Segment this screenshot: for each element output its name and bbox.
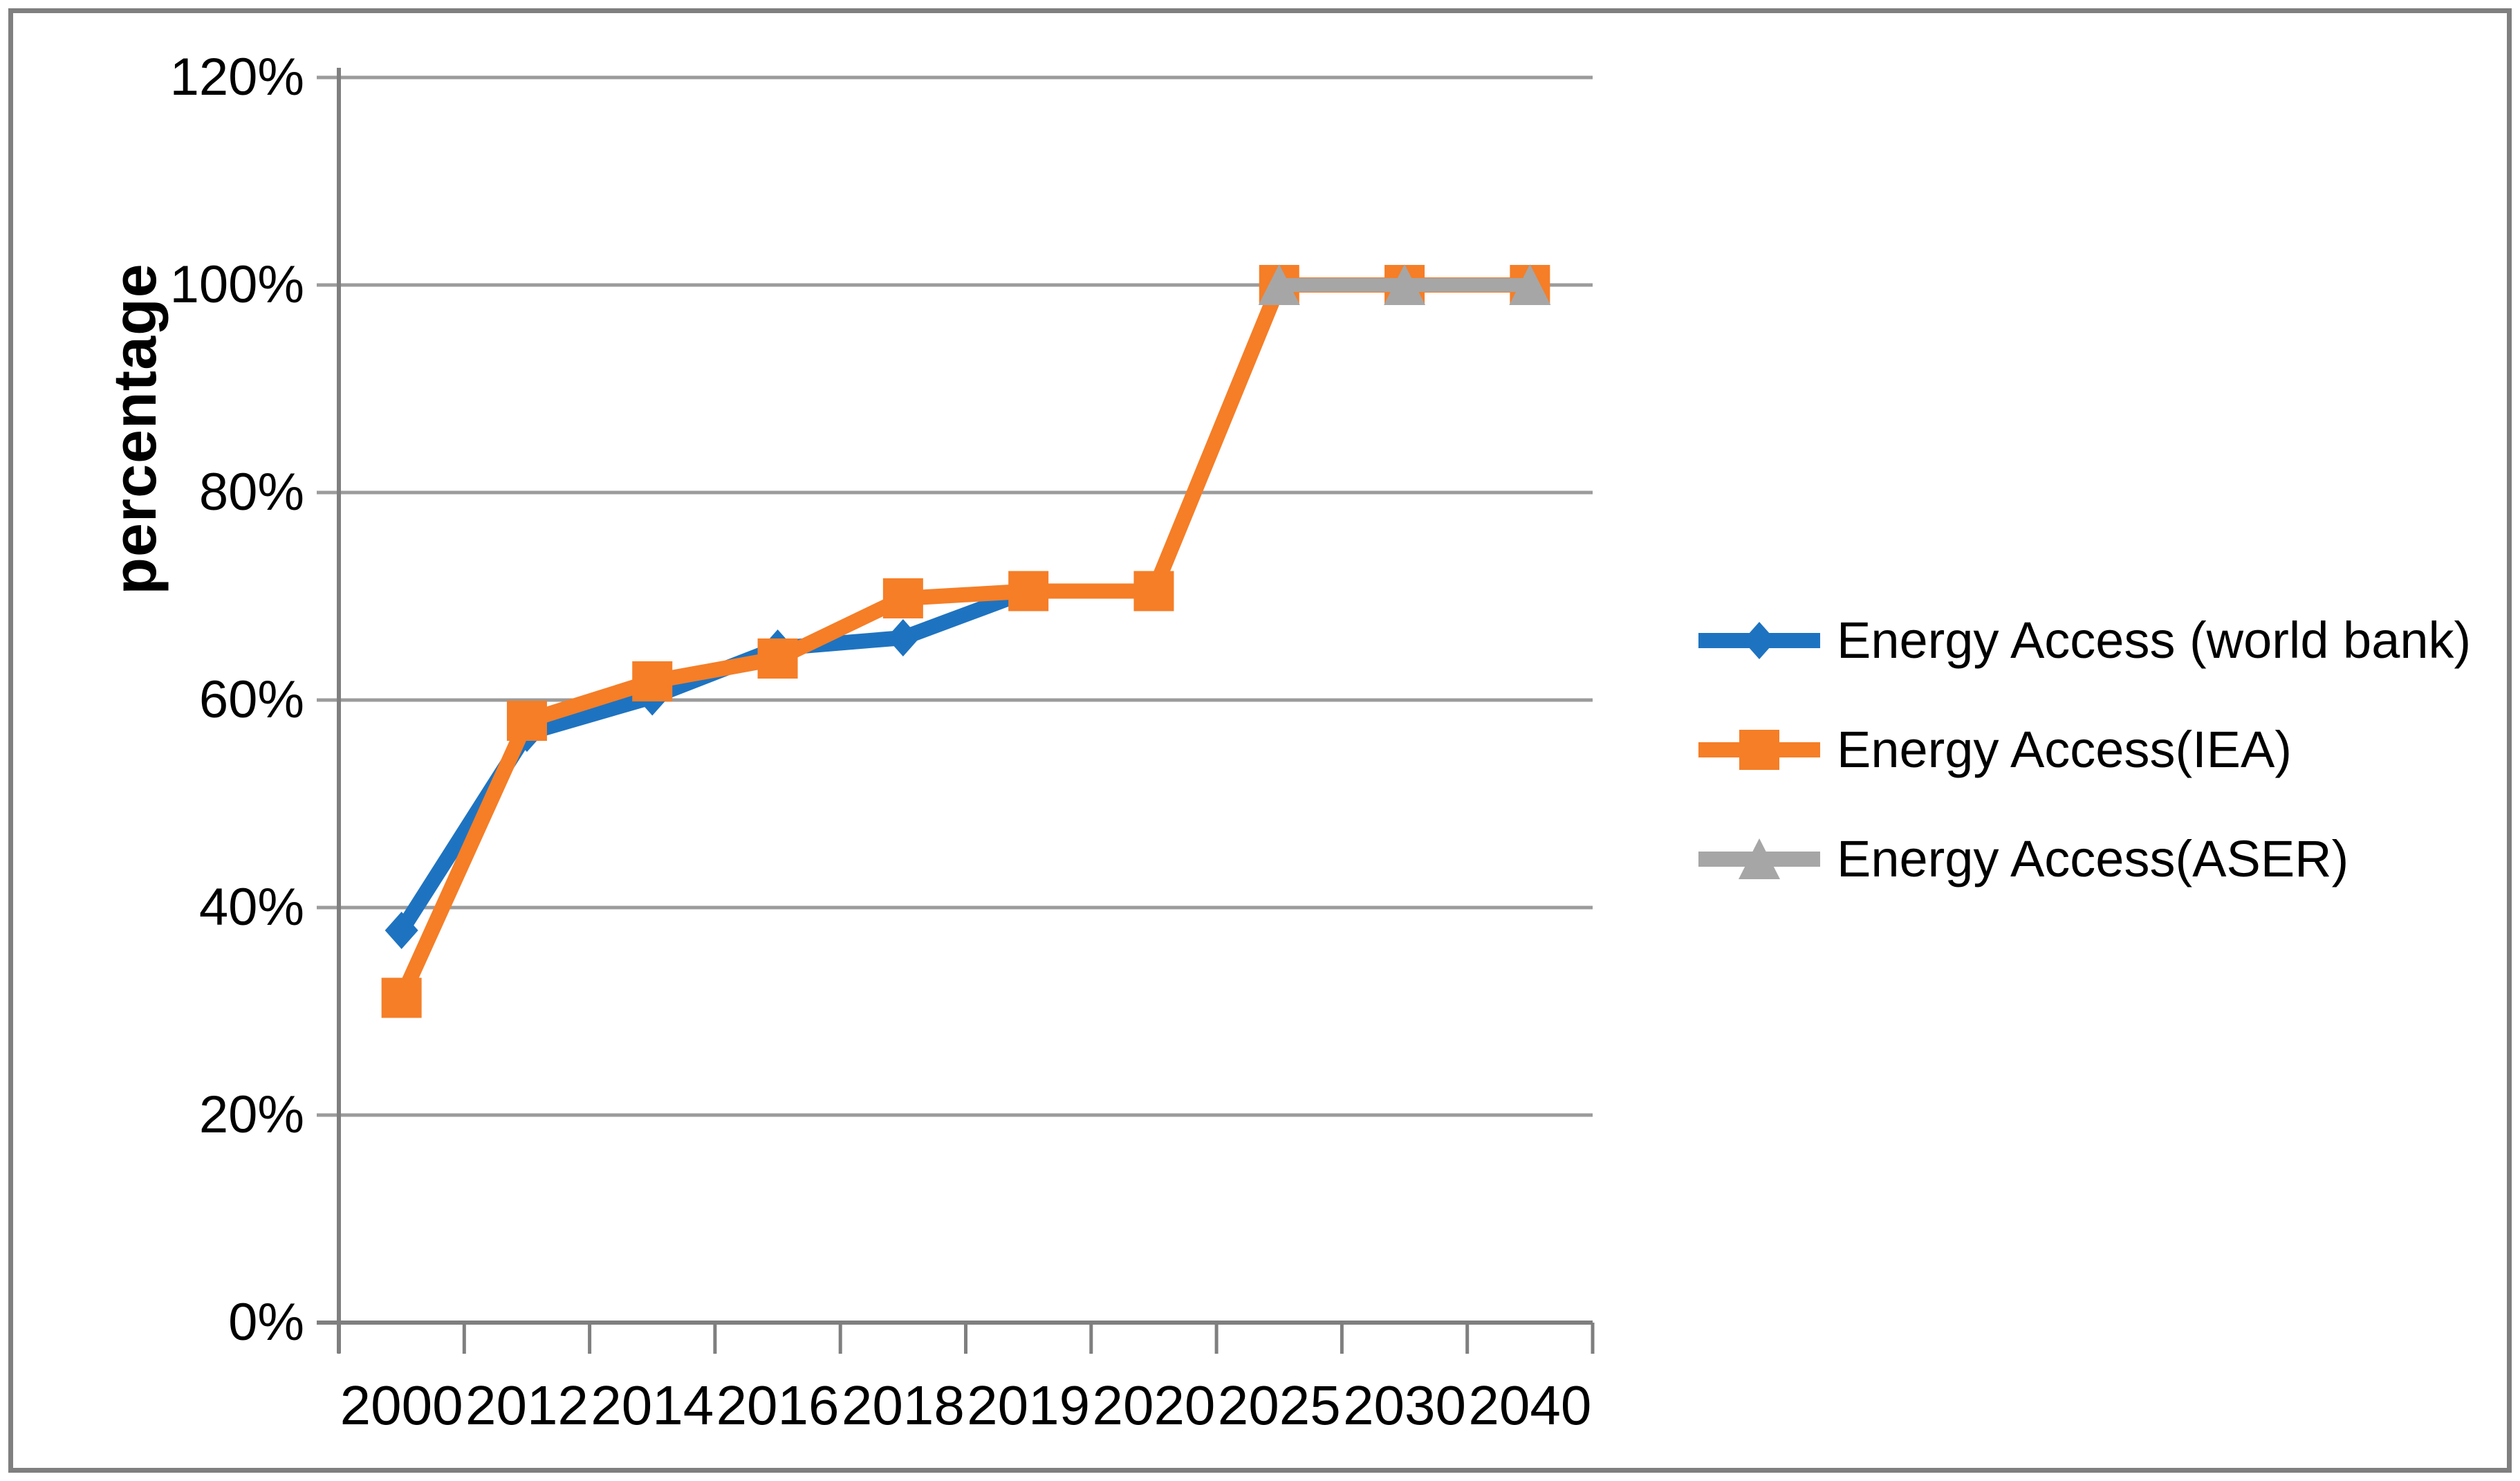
y-tick-label: 60% xyxy=(198,670,304,729)
series-line-1 xyxy=(393,277,1538,1006)
legend-item: Energy Access (world bank) xyxy=(1696,603,2471,678)
axes xyxy=(337,68,1595,1354)
series-marker-0 xyxy=(886,619,920,656)
series-marker-1 xyxy=(506,701,547,741)
series-marker-1 xyxy=(381,977,422,1018)
x-tick-label: 2000 xyxy=(340,1374,463,1436)
x-tick-label: 2014 xyxy=(591,1374,714,1436)
data-series xyxy=(381,264,1551,1018)
gridlines xyxy=(317,75,1593,1325)
legend-item: Energy Access(ASER) xyxy=(1696,822,2471,896)
legend-marker xyxy=(1739,838,1780,879)
x-tick-label: 2030 xyxy=(1343,1374,1467,1436)
series-marker-1 xyxy=(757,638,798,679)
legend-label: Energy Access(IEA) xyxy=(1837,721,2292,778)
legend-square-swatch xyxy=(1698,730,1820,770)
y-tick-label: 20% xyxy=(198,1085,304,1144)
y-tick-label: 0% xyxy=(228,1293,304,1352)
x-tick-label: 2018 xyxy=(841,1374,965,1436)
series-marker-2 xyxy=(1509,264,1551,305)
x-tick-label: 2020 xyxy=(1092,1374,1216,1436)
legend-item: Energy Access(IEA) xyxy=(1696,712,2471,787)
x-tick-label: 2040 xyxy=(1468,1374,1592,1436)
series-marker-1 xyxy=(1008,571,1049,611)
x-tick-label: 2016 xyxy=(716,1374,840,1436)
legend-label: Energy Access (world bank) xyxy=(1837,611,2472,669)
y-axis-title: percentage xyxy=(100,263,169,595)
x-tick-label: 2025 xyxy=(1217,1374,1341,1436)
y-tick-label: 80% xyxy=(198,463,304,522)
series-marker-1 xyxy=(1133,571,1174,611)
series-marker-2 xyxy=(1384,264,1426,305)
y-tick-label: 120% xyxy=(169,48,304,107)
x-tick-label: 2012 xyxy=(465,1374,589,1436)
legend: Energy Access (world bank) Energy Access(… xyxy=(1696,603,2471,896)
legend-label: Energy Access(ASER) xyxy=(1837,830,2349,887)
series-marker-2 xyxy=(1258,264,1300,305)
x-tick-label: 2019 xyxy=(967,1374,1091,1436)
series-marker-0 xyxy=(385,912,418,949)
legend-diamond-swatch xyxy=(1698,622,1820,659)
series-marker-1 xyxy=(882,578,923,618)
series-line-0 xyxy=(393,583,1037,938)
y-tick-label: 40% xyxy=(198,878,304,937)
y-tick-label: 100% xyxy=(169,255,304,314)
series-marker-1 xyxy=(632,661,673,701)
legend-marker xyxy=(1743,622,1776,659)
legend-triangle-swatch xyxy=(1698,838,1820,879)
legend-marker xyxy=(1739,730,1779,770)
